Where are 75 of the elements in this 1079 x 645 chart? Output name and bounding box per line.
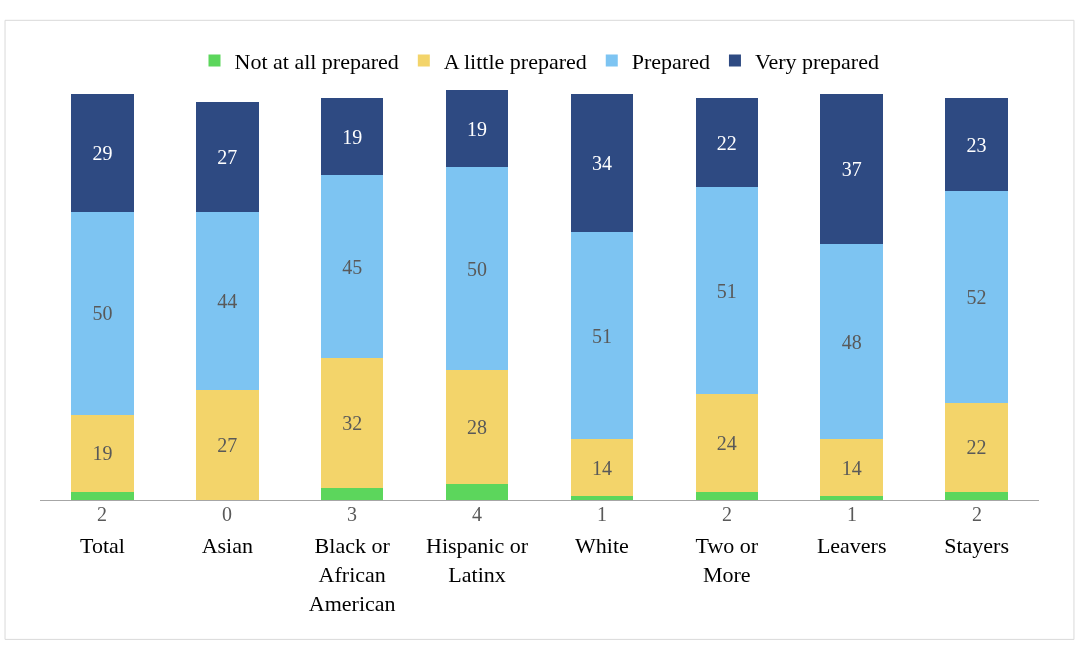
data-label: 51 xyxy=(591,324,612,347)
bar xyxy=(570,439,634,496)
bar xyxy=(71,211,134,415)
data-label: 19 xyxy=(467,117,488,140)
data-label: 51 xyxy=(716,279,737,302)
x-tick-label: Total xyxy=(79,533,125,559)
data-label: 14 xyxy=(591,456,612,479)
legend-label: A little prepared xyxy=(443,49,587,75)
bar xyxy=(695,491,759,500)
data-label: 19 xyxy=(92,442,113,465)
bar xyxy=(945,191,1008,403)
bar xyxy=(445,90,509,168)
bar xyxy=(695,394,759,492)
bar xyxy=(320,175,384,358)
data-label: 2 xyxy=(722,503,732,525)
bar xyxy=(445,483,509,500)
bar xyxy=(945,491,1008,500)
data-label: 3 xyxy=(347,503,357,525)
data-label: 45 xyxy=(342,255,363,278)
bar xyxy=(445,370,509,484)
data-label: 24 xyxy=(716,432,737,455)
data-label: 50 xyxy=(467,257,488,280)
data-label: 27 xyxy=(217,145,238,168)
data-label: 37 xyxy=(841,158,862,181)
bar xyxy=(695,98,759,188)
data-label: 22 xyxy=(966,436,987,459)
data-label: 34 xyxy=(591,152,612,175)
x-tick-label: Black or African American xyxy=(308,533,396,616)
bar xyxy=(196,390,259,500)
bar xyxy=(71,94,134,212)
bar xyxy=(945,98,1008,192)
bar xyxy=(570,94,634,233)
legend-label: Prepared xyxy=(631,49,710,75)
data-label: 28 xyxy=(467,415,488,438)
legend-label: Very prepared xyxy=(754,49,879,75)
data-label: 2 xyxy=(972,503,982,525)
x-tick-label: Asian xyxy=(201,533,253,559)
bar xyxy=(570,232,634,440)
bar xyxy=(196,211,259,391)
x-tick-label: Leavers xyxy=(816,533,887,559)
bar xyxy=(320,357,384,488)
bar xyxy=(820,439,883,496)
data-label: 48 xyxy=(841,330,862,353)
data-label: 32 xyxy=(342,411,363,434)
data-label: 52 xyxy=(966,286,987,309)
bar xyxy=(445,167,509,371)
data-label: 29 xyxy=(92,141,113,164)
data-label: 19 xyxy=(342,125,363,148)
x-tick-label: White xyxy=(575,533,629,559)
bar xyxy=(945,402,1008,492)
data-label: 4 xyxy=(472,503,482,525)
data-label: 23 xyxy=(966,133,987,156)
data-label: 1 xyxy=(597,503,607,525)
bar xyxy=(820,244,883,440)
x-tick-label: Hispanic or Latinx xyxy=(426,533,529,587)
data-label: 50 xyxy=(92,302,113,325)
bar xyxy=(820,495,883,500)
x-tick-label: Stayers xyxy=(944,533,1009,559)
bar xyxy=(320,98,384,176)
bar xyxy=(196,102,259,212)
data-label: 2 xyxy=(97,503,107,525)
legend-label: Not at all prepared xyxy=(234,49,399,75)
data-label: 22 xyxy=(716,131,737,154)
data-label: 0 xyxy=(222,503,232,525)
data-label: 44 xyxy=(217,290,238,313)
bar xyxy=(71,414,134,492)
bar xyxy=(820,94,883,245)
data-label: 14 xyxy=(841,456,862,479)
data-label: 1 xyxy=(847,503,857,525)
bar xyxy=(71,491,134,500)
x-tick-label: Two or More xyxy=(695,533,759,587)
bar xyxy=(695,187,759,395)
bar xyxy=(320,487,384,500)
bar xyxy=(570,495,634,500)
data-label: 27 xyxy=(217,434,238,457)
